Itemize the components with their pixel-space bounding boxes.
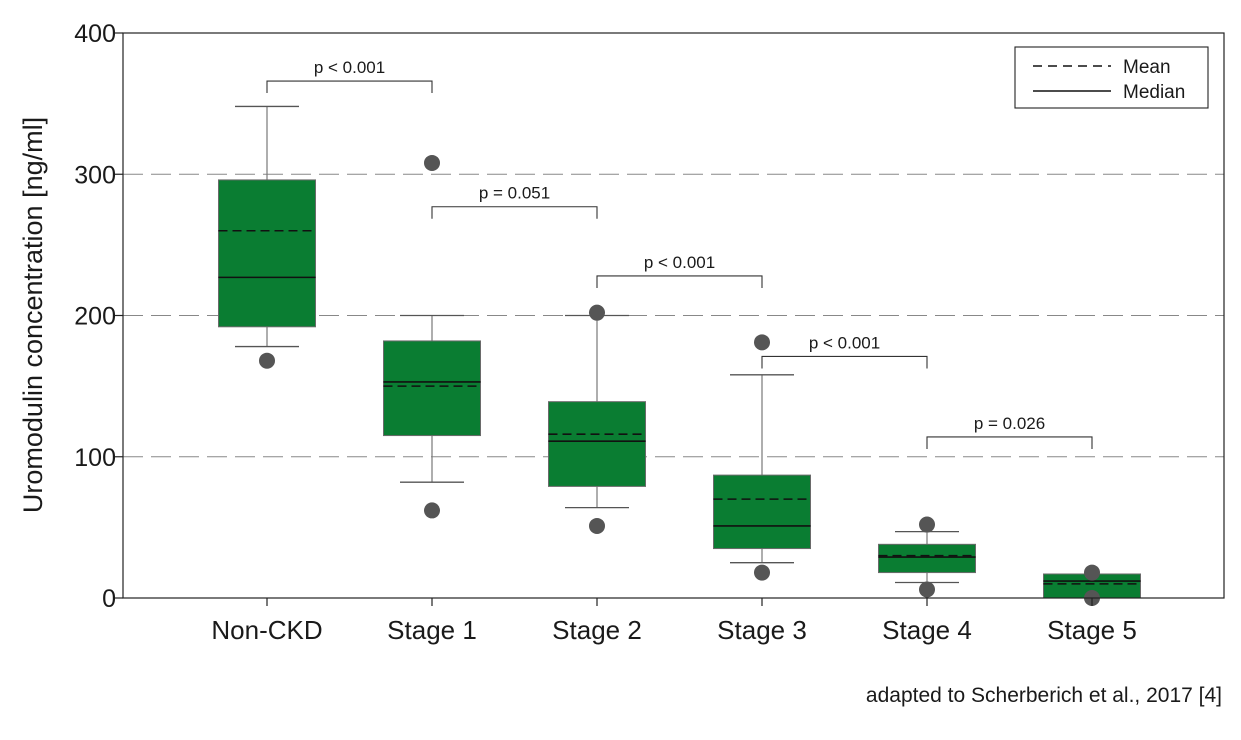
p-value-label: p = 0.051 (479, 184, 550, 203)
x-category-label: Non-CKD (211, 615, 322, 645)
significance-bracket: p = 0.026 (926, 414, 1093, 449)
legend: Mean Median (1014, 46, 1209, 109)
box-stage-1 (383, 154, 481, 519)
box-stage-4 (878, 516, 976, 598)
p-value-label: p = 0.026 (974, 414, 1045, 433)
outlier-point (919, 581, 935, 598)
outlier-point (259, 352, 275, 369)
box-iqr (713, 474, 811, 550)
p-value-label: p < 0.001 (314, 58, 385, 77)
legend-box (1014, 46, 1209, 109)
outlier-point (1084, 564, 1100, 581)
p-value-label: p < 0.001 (809, 333, 880, 352)
outlier-point (589, 517, 605, 534)
y-tick-label: 300 (74, 161, 116, 189)
significance-bracket: p < 0.001 (761, 333, 928, 369)
outlier-point (754, 564, 770, 581)
box-non-ckd (218, 105, 316, 369)
box-iqr (218, 179, 316, 328)
y-tick-label: 0 (102, 585, 116, 613)
box-plots (218, 105, 1141, 606)
box-iqr (878, 543, 976, 574)
outlier-point (424, 502, 440, 519)
x-category-label: Stage 4 (882, 615, 972, 645)
significance-bracket: p < 0.001 (266, 58, 433, 94)
x-category-label: Stage 1 (387, 615, 477, 645)
axes: 0 100 200 300 400 Non-CKD Stage 1 Stage 2 Stage … (74, 20, 1225, 645)
outlier-point (589, 304, 605, 321)
p-value-label: p < 0.001 (644, 253, 715, 272)
significance-bracket: p = 0.051 (431, 184, 598, 219)
y-tick-label: 400 (74, 20, 116, 48)
box-iqr (383, 340, 481, 437)
bracket-line (431, 206, 598, 219)
legend-label-median: Median (1123, 82, 1185, 103)
box-stage-3 (713, 334, 811, 581)
x-category-label: Stage 5 (1047, 615, 1137, 645)
x-category-label: Stage 3 (717, 615, 807, 645)
y-tick-label: 200 (74, 303, 116, 331)
y-axis-title: Uromodulin concentration [ng/ml] (18, 117, 48, 513)
bracket-line (266, 80, 433, 94)
significance-brackets: p < 0.001 p = 0.051 p < 0.001 p < 0.001 p = … (266, 58, 1093, 449)
x-category-label: Stage 2 (552, 615, 642, 645)
bracket-line (761, 355, 928, 369)
box-stage-5 (1043, 564, 1141, 606)
box-stage-2 (548, 304, 646, 534)
significance-bracket: p < 0.001 (596, 253, 763, 288)
bracket-line (926, 436, 1093, 449)
box-iqr (548, 401, 646, 487)
bracket-line (596, 275, 763, 288)
outlier-point (754, 334, 770, 351)
source-note: adapted to Scherberich et al., 2017 [4] (865, 684, 1222, 707)
legend-label-mean: Mean (1123, 57, 1171, 78)
outlier-point (919, 516, 935, 533)
outlier-point (424, 154, 440, 171)
y-tick-label: 100 (74, 444, 116, 472)
